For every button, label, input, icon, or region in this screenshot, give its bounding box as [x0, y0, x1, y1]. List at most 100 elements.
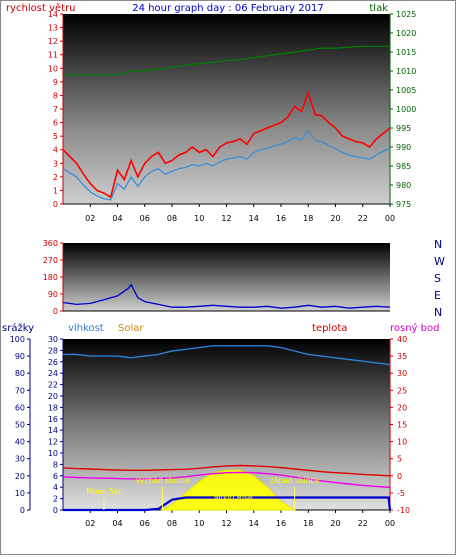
annotation-label: Moon Set — [86, 487, 121, 496]
temperature-y-tick-label: 5 — [397, 455, 402, 464]
pressure-y-tick-label: 1015 — [396, 48, 416, 57]
temperature-y-tick-label: 25 — [397, 386, 407, 395]
x-tick-label: 20 — [330, 519, 340, 528]
compass-label: W — [434, 255, 445, 268]
wind-axis-label: rychlost větru — [6, 2, 76, 14]
rain-y-tick-label: 26 — [48, 358, 58, 367]
wind-y-tick-label: 14 — [48, 10, 58, 19]
rain-y-tick-label: 10 — [48, 449, 58, 458]
temperature-label: teplota — [312, 323, 347, 334]
direction-panel — [63, 243, 390, 311]
pressure-y-tick-label: 995 — [396, 124, 411, 133]
pressure-y-tick-label: 1000 — [396, 105, 416, 114]
compass-label: E — [434, 289, 441, 302]
x-tick-label: 02 — [85, 214, 95, 223]
rain-y-tick-label: 16 — [48, 415, 58, 424]
pressure-y-tick-label: 1005 — [396, 86, 416, 95]
x-tick-label: 20 — [330, 214, 340, 223]
x-tick-label: 16 — [276, 214, 286, 223]
humidity-y-tick-label: 100 — [10, 335, 25, 344]
pressure-y-tick-label: 975 — [396, 200, 411, 209]
direction-y-tick-label: 270 — [43, 256, 58, 265]
x-tick-label: 10 — [194, 214, 204, 223]
x-tick-label: 02 — [85, 519, 95, 528]
wind-y-tick-label: 12 — [48, 37, 58, 46]
pressure-line — [63, 45, 390, 76]
rain-y-tick-label: 6 — [53, 472, 58, 481]
pressure-y-tick-label: 1020 — [396, 29, 416, 38]
x-tick-label: 08 — [167, 214, 177, 223]
x-tick-label: 04 — [112, 214, 122, 223]
annotation-label: východ slunce — [136, 476, 190, 485]
rain-y-tick-label: 12 — [48, 438, 58, 447]
compass-label: S — [434, 272, 441, 285]
x-tick-label: 12 — [221, 519, 231, 528]
rain-y-tick-label: 18 — [48, 403, 58, 412]
x-tick-label: 00 — [385, 214, 395, 223]
pressure-y-tick-label: 1025 — [396, 10, 416, 19]
rain-y-tick-label: 4 — [53, 483, 58, 492]
chart-marks: 0123456789101112131497598098599099510001… — [10, 10, 445, 528]
direction-y-tick-label: 90 — [48, 290, 58, 299]
humidity-y-tick-label: 20 — [15, 472, 25, 481]
pressure-y-tick-label: 980 — [396, 181, 411, 190]
x-tick-label: 22 — [358, 519, 368, 528]
rain-y-tick-label: 2 — [53, 495, 58, 504]
temperature-y-tick-label: 10 — [397, 438, 407, 447]
solar-label: Solar — [118, 323, 144, 334]
temperature-line — [62, 464, 391, 477]
dewpoint-label: rosný bod — [390, 322, 439, 334]
x-tick-label: 14 — [249, 214, 259, 223]
rain-label: srážky — [2, 322, 34, 334]
rain-y-tick-label: 8 — [53, 460, 58, 469]
humidity-y-tick-label: 0 — [20, 506, 25, 515]
direction-y-tick-label: 0 — [53, 307, 58, 316]
humidity-label: vlhkost — [68, 323, 104, 334]
wind-y-tick-label: 5 — [53, 132, 58, 141]
rain-y-tick-label: 30 — [48, 335, 58, 344]
wind-average-line — [62, 129, 391, 201]
wind-y-tick-label: 7 — [53, 105, 58, 114]
wind-y-tick-label: 8 — [53, 91, 58, 100]
x-tick-label: 08 — [167, 519, 177, 528]
wind-y-tick-label: 0 — [53, 200, 58, 209]
humidity-y-tick-label: 70 — [15, 386, 25, 395]
chart-title: 24 hour graph day : 06 February 2017 — [132, 3, 323, 14]
temperature-y-tick-label: 35 — [397, 352, 407, 361]
wind-y-tick-label: 9 — [53, 78, 58, 87]
dewpoint-line — [62, 471, 391, 489]
x-tick-label: 18 — [303, 214, 313, 223]
direction-y-tick-label: 180 — [43, 273, 58, 282]
rain-y-tick-label: 22 — [48, 381, 58, 390]
temperature-y-tick-label: -10 — [397, 506, 410, 515]
humidity-y-tick-label: 30 — [15, 455, 25, 464]
humidity-y-tick-label: 60 — [15, 403, 25, 412]
pressure-y-tick-label: 985 — [396, 162, 411, 171]
x-tick-label: 10 — [194, 519, 204, 528]
pressure-axis-label: tlak — [369, 3, 388, 14]
wind-panel — [63, 14, 390, 204]
x-tick-label: 06 — [140, 214, 150, 223]
x-tick-label: 22 — [358, 214, 368, 223]
x-tick-label: 14 — [249, 519, 259, 528]
compass-label: N — [434, 306, 442, 319]
rain-y-tick-label: 24 — [48, 369, 58, 378]
temperature-y-tick-label: 20 — [397, 403, 407, 412]
wind-y-tick-label: 4 — [53, 146, 58, 155]
rain-y-tick-label: 0 — [53, 506, 58, 515]
wind-gust-line — [62, 90, 391, 199]
direction-y-tick-label: 360 — [43, 239, 58, 248]
temperature-y-tick-label: 30 — [397, 369, 407, 378]
wind-y-tick-label: 3 — [53, 159, 58, 168]
wind-y-tick-label: 10 — [48, 64, 58, 73]
wind-y-tick-label: 1 — [53, 186, 58, 195]
wind-direction-line — [62, 283, 391, 309]
humidity-y-tick-label: 10 — [15, 489, 25, 498]
temperature-y-tick-label: 15 — [397, 421, 407, 430]
solar-area — [160, 469, 297, 511]
pressure-y-tick-label: 990 — [396, 143, 411, 152]
temperature-y-tick-label: 0 — [397, 472, 402, 481]
x-tick-label: 18 — [303, 519, 313, 528]
